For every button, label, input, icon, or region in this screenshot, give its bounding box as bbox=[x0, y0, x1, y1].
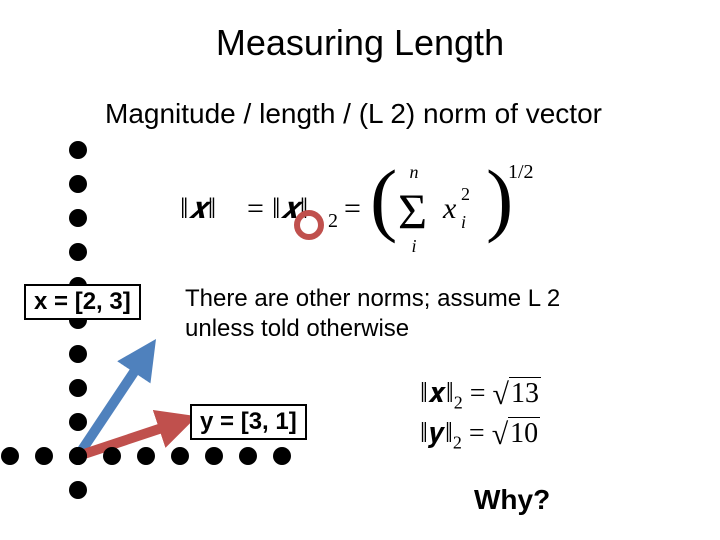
highlight-circle bbox=[294, 210, 324, 240]
svg-text:‖𝒙‖: ‖𝒙‖ bbox=[180, 192, 216, 225]
page-title: Measuring Length bbox=[0, 22, 720, 64]
result-x-rhs: 13 bbox=[509, 377, 541, 409]
x-label-text: x = [2, 3] bbox=[34, 288, 131, 315]
result-x: ‖𝒙‖2 = √13 bbox=[420, 378, 541, 414]
svg-text:=: = bbox=[344, 192, 361, 225]
svg-text:i: i bbox=[411, 236, 416, 256]
svg-text:2: 2 bbox=[328, 210, 338, 232]
vector-x-label: x = [2, 3] bbox=[24, 284, 141, 320]
note-line-2: unless told otherwise bbox=[185, 314, 560, 344]
svg-text:x: x bbox=[442, 192, 457, 225]
note-line-1: There are other norms; assume L 2 bbox=[185, 284, 560, 314]
svg-text:(: ( bbox=[370, 160, 397, 244]
result-y-lhs: ‖𝒚‖ bbox=[420, 418, 453, 449]
results-block: ‖𝒙‖2 = √13 ‖𝒚‖2 = √10 bbox=[420, 378, 541, 457]
svg-text:1/2: 1/2 bbox=[508, 161, 534, 183]
svg-text:i: i bbox=[461, 212, 466, 232]
svg-text:n: n bbox=[410, 162, 419, 182]
why-text: Why? bbox=[474, 484, 550, 516]
result-x-lhs: ‖𝒙‖ bbox=[420, 378, 454, 409]
vector-y-label: y = [3, 1] bbox=[190, 404, 307, 440]
y-label-text: y = [3, 1] bbox=[200, 408, 297, 435]
result-y-sub: 2 bbox=[453, 432, 462, 452]
svg-text:Σ: Σ bbox=[398, 183, 427, 239]
result-y-rhs: 10 bbox=[508, 417, 540, 449]
norms-note: There are other norms; assume L 2 unless… bbox=[185, 284, 560, 344]
norm-formula: ‖𝒙‖ = ‖𝒙‖ 2 = ( ) Σ n i x 2 i 1/2 bbox=[170, 160, 570, 250]
result-y: ‖𝒚‖2 = √10 bbox=[420, 418, 541, 454]
result-x-sub: 2 bbox=[454, 393, 463, 413]
svg-text:=: = bbox=[247, 192, 264, 225]
svg-text:2: 2 bbox=[461, 184, 470, 204]
